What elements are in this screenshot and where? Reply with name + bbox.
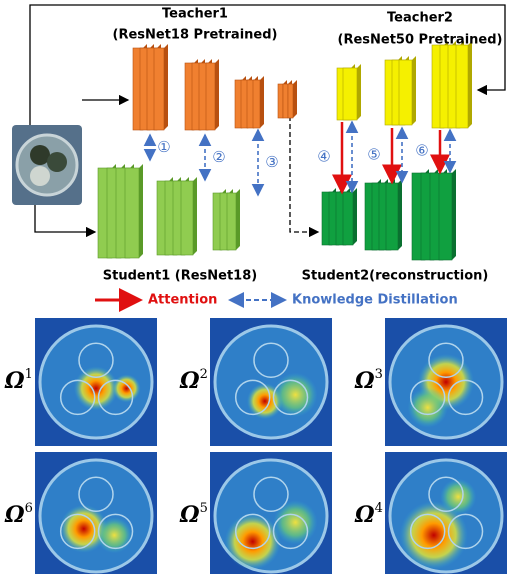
link-number: ④ <box>317 148 330 166</box>
block-side <box>293 80 297 118</box>
map-symbol: Ω <box>354 368 375 394</box>
cell-outline <box>428 476 464 512</box>
cell-outline <box>409 379 446 416</box>
block-side <box>193 177 197 255</box>
heat-blob <box>74 366 118 411</box>
cell-outline <box>253 342 289 378</box>
heat-blob <box>273 500 318 545</box>
map-index: 1 <box>25 367 33 382</box>
block-side <box>139 164 143 258</box>
map-index: 2 <box>200 367 208 382</box>
block-side <box>452 169 456 260</box>
block-slab <box>226 192 237 251</box>
legend-label: Attention <box>148 293 217 308</box>
heat-blob <box>224 513 281 570</box>
cell-outline <box>447 379 484 416</box>
heat-blob <box>407 387 448 428</box>
block-slab <box>124 167 140 259</box>
block-side <box>468 41 472 128</box>
map-label: Ω6 <box>4 501 33 529</box>
cell-outline <box>428 342 464 378</box>
heat-blob <box>59 504 108 553</box>
block-side <box>357 64 361 120</box>
block-slab <box>398 59 413 126</box>
map-label: Ω3 <box>354 367 383 395</box>
block-slab <box>455 44 469 129</box>
link-number: ① <box>157 138 170 156</box>
link-number: ② <box>212 148 225 166</box>
teacher-name: Teacher1 <box>162 7 228 22</box>
block-side <box>215 59 219 130</box>
block-side <box>236 189 240 250</box>
block-slab <box>287 83 294 119</box>
block-side <box>164 44 168 130</box>
map-label: Ω5 <box>179 501 208 529</box>
map-label: Ω4 <box>354 501 383 529</box>
links: ① ② ③ ④ ⑤ ⑥ <box>143 120 457 197</box>
cell-outline <box>272 379 309 416</box>
map-index: 5 <box>200 501 208 516</box>
block-slab <box>342 191 354 246</box>
cell-outline <box>409 513 446 550</box>
block-slab <box>282 83 289 119</box>
map-symbol: Ω <box>179 502 200 528</box>
block-side <box>398 179 402 250</box>
map-symbol: Ω <box>4 368 25 394</box>
block-slab <box>277 83 284 119</box>
cell-outline <box>97 379 134 416</box>
student-name: Student1 (ResNet18) <box>103 269 257 284</box>
heat-blob <box>273 372 318 417</box>
map-label: Ω1 <box>4 367 33 395</box>
block-slab <box>438 172 453 261</box>
teacher-backbone: (ResNet18 Pretrained) <box>113 28 278 43</box>
block-side <box>260 76 264 128</box>
cell-outline <box>59 379 96 416</box>
student-name: Student2(reconstruction) <box>302 269 489 284</box>
link-number: ③ <box>265 153 278 171</box>
cell-outline <box>253 476 289 512</box>
map-symbol: Ω <box>354 502 375 528</box>
cell-outline <box>447 513 484 550</box>
link-number: ⑥ <box>415 142 428 160</box>
map-symbol: Ω <box>4 502 25 528</box>
cell-outline <box>234 513 271 550</box>
cell-outline <box>97 513 134 550</box>
teacher-name: Teacher2 <box>387 11 453 26</box>
legend-label: Knowledge Distillation <box>292 293 458 308</box>
map-symbol: Ω <box>179 368 200 394</box>
input-image <box>12 125 82 205</box>
block-slab <box>342 67 358 121</box>
heat-blob <box>112 374 141 403</box>
block-slab <box>205 62 216 131</box>
block-slab <box>153 47 165 131</box>
block-side <box>353 188 357 245</box>
cell-outline <box>272 513 309 550</box>
cell-outline <box>59 513 96 550</box>
link-number: ⑤ <box>367 146 380 164</box>
teacher-backbone: (ResNet50 Pretrained) <box>338 33 503 48</box>
map-label: Ω2 <box>179 367 208 395</box>
map-index: 3 <box>375 367 383 382</box>
map-index: 6 <box>25 501 33 516</box>
heat-blob <box>440 478 477 515</box>
block-slab <box>252 79 261 129</box>
block-slab <box>180 180 194 256</box>
cell-outline <box>78 342 114 378</box>
block-slab <box>385 182 399 251</box>
cell-outline <box>234 379 271 416</box>
block-side <box>412 56 416 125</box>
connectors <box>29 4 506 238</box>
cell-outline <box>78 476 114 512</box>
map-index: 4 <box>375 501 383 516</box>
